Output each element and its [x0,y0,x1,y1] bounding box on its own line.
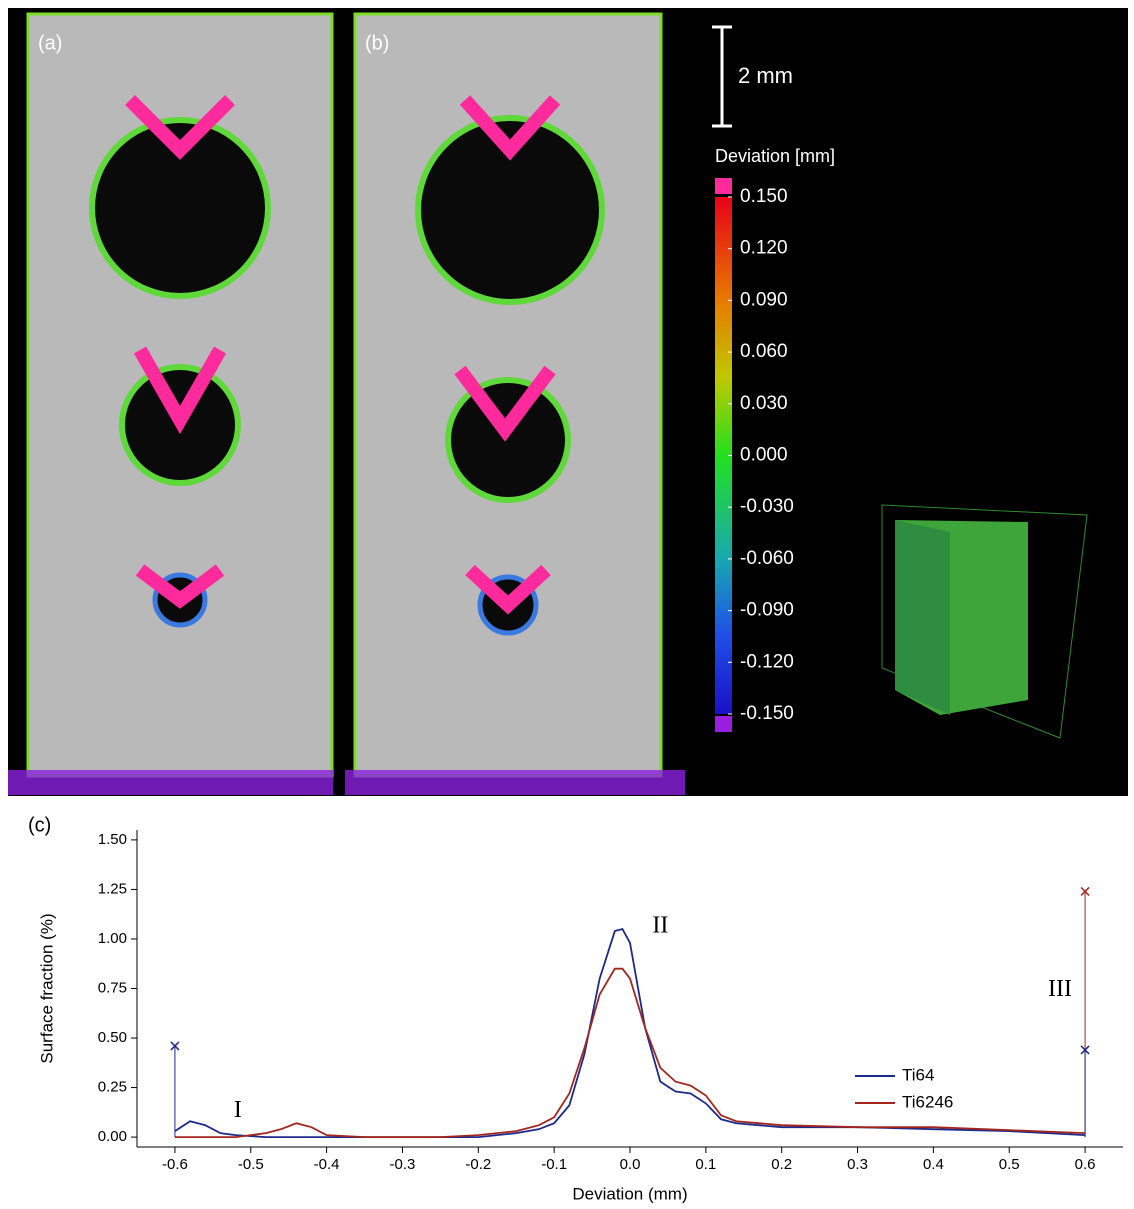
y-tick-label: 1.50 [98,831,127,848]
x-tick-label: -0.1 [541,1156,567,1173]
colorbar-tick-label: 0.060 [740,341,788,362]
colorbar-tick-label: -0.030 [740,496,794,517]
y-tick-label: 0.00 [98,1128,127,1145]
colorbar-tick-label: 0.090 [740,289,788,310]
x-tick-label: 0.6 [1075,1156,1096,1173]
x-tick-label: -0.6 [162,1156,188,1173]
annotation: II [652,913,668,939]
x-tick-label: -0.3 [390,1156,416,1173]
panel-label: (b) [365,32,389,54]
colorbar-tick-label: 0.000 [740,445,788,466]
y-axis-label: Surface fraction (%) [37,913,56,1063]
x-axis-label: Deviation (mm) [572,1184,687,1203]
annotation: III [1048,976,1072,1002]
x-tick-label: 0.3 [847,1156,868,1173]
x-tick-label: -0.2 [465,1156,491,1173]
colorbar-tick-label: -0.150 [740,703,794,724]
end-marker [170,1041,180,1051]
y-tick-label: 0.25 [98,1079,127,1096]
x-tick-label: 0.2 [771,1156,792,1173]
ct-slice-b [345,12,685,795]
x-tick-label: 0.4 [923,1156,944,1173]
3d-render [881,504,1088,739]
colorbar-over [715,178,732,194]
x-tick-label: -0.4 [314,1156,340,1173]
x-tick-label: 0.0 [620,1156,641,1173]
ct-slice-a [8,12,334,795]
colorbar-tick-label: 0.030 [740,393,788,414]
end-marker [1080,886,1090,896]
scale-bar [712,25,732,128]
x-tick-label: -0.5 [238,1156,264,1173]
annotation: I [234,1097,242,1123]
colorbar-tick-label: 0.150 [740,186,788,207]
colorbar-under [715,716,732,732]
colorbar [715,197,732,714]
colorbar-tick-label: -0.120 [740,651,794,672]
panel-label: (a) [38,32,62,54]
x-tick-label: 0.5 [999,1156,1020,1173]
legend-label: Ti64 [902,1065,934,1084]
colorbar-tick-label: -0.060 [740,548,794,569]
y-tick-label: 0.75 [98,979,127,996]
line [174,967,1086,1138]
line [174,928,1086,1138]
scale-bar-label: 2 mm [738,63,793,88]
y-tick-label: 1.00 [98,930,127,947]
end-marker [1080,1045,1090,1055]
colorbar-tick-label: 0.120 [740,238,788,259]
legend-label: Ti6246 [902,1092,953,1111]
colorbar-tick-label: -0.090 [740,600,794,621]
y-tick-label: 1.25 [98,880,127,897]
x-tick-label: 0.1 [695,1156,716,1173]
y-tick-label: 0.50 [98,1029,127,1046]
panel-label: (c) [28,814,51,836]
colorbar-title: Deviation [mm] [715,146,835,166]
